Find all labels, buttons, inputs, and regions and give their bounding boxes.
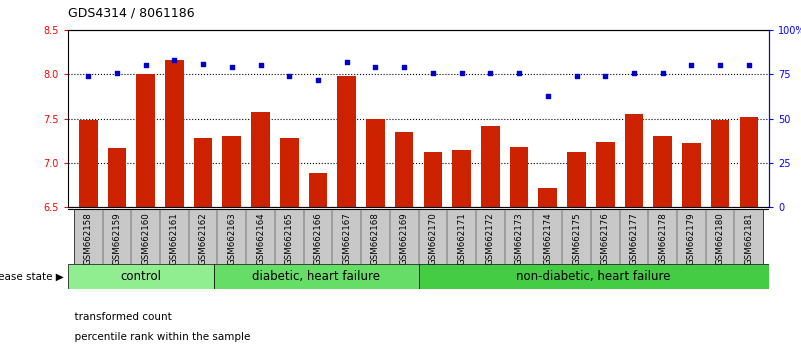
Text: GSM662165: GSM662165 [285,213,294,266]
Point [714,63,727,68]
Bar [567,152,586,207]
Bar [453,149,471,207]
Point [599,73,612,79]
Text: GSM662172: GSM662172 [486,213,495,266]
Point [455,70,468,75]
Text: non-diabetic, heart failure: non-diabetic, heart failure [517,270,671,283]
Text: GSM662170: GSM662170 [429,213,437,266]
Bar [308,173,328,207]
Text: GSM662167: GSM662167 [342,213,351,266]
Bar [78,120,98,207]
Point [283,73,296,79]
Bar [682,143,701,207]
Point [82,73,95,79]
Text: diabetic, heart failure: diabetic, heart failure [252,270,380,283]
Text: GSM662179: GSM662179 [687,213,696,266]
Bar [625,114,643,207]
Bar [424,152,442,207]
Point [743,63,755,68]
Bar [739,117,759,207]
Point [484,70,497,75]
Text: GSM662181: GSM662181 [744,213,754,266]
Bar [252,112,270,207]
Text: GSM662163: GSM662163 [227,213,236,266]
Bar [165,60,183,207]
Bar [337,76,356,207]
Text: GSM662161: GSM662161 [170,213,179,266]
Bar [107,148,127,207]
Point [254,63,267,68]
Point [513,70,525,75]
Text: GSM662162: GSM662162 [199,213,207,266]
Point [197,61,210,67]
Point [656,70,669,75]
Point [685,63,698,68]
Point [426,70,439,75]
Text: GSM662175: GSM662175 [572,213,581,266]
Bar [710,120,730,207]
Text: GSM662166: GSM662166 [313,213,323,266]
Point [111,70,123,75]
Text: GSM662169: GSM662169 [400,213,409,266]
Point [627,70,640,75]
Point [340,59,353,65]
Bar [366,119,384,207]
Text: transformed count: transformed count [68,312,172,322]
Text: GSM662177: GSM662177 [630,213,638,266]
Bar [214,264,418,289]
Text: GSM662174: GSM662174 [543,213,552,266]
Text: GSM662171: GSM662171 [457,213,466,266]
Text: GSM662164: GSM662164 [256,213,265,266]
Point [139,63,152,68]
Text: percentile rank within the sample: percentile rank within the sample [68,332,251,342]
Text: GSM662180: GSM662180 [715,213,725,266]
Point [398,64,411,70]
Text: GSM662160: GSM662160 [141,213,150,266]
Text: GSM662158: GSM662158 [83,213,93,266]
Bar [395,132,413,207]
Bar [596,142,614,207]
Text: control: control [121,270,162,283]
Text: GSM662173: GSM662173 [514,213,524,266]
Bar [136,74,155,207]
Point [369,64,382,70]
Bar [68,264,214,289]
Point [541,93,554,98]
Point [225,64,238,70]
Bar [194,138,212,207]
Text: GSM662178: GSM662178 [658,213,667,266]
Bar [280,138,299,207]
Point [168,57,181,63]
Point [312,77,324,82]
Bar [418,264,769,289]
Bar [223,136,241,207]
Text: disease state ▶: disease state ▶ [0,272,64,281]
Bar [654,136,672,207]
Bar [538,188,557,207]
Bar [481,126,500,207]
Bar [509,147,529,207]
Text: GDS4314 / 8061186: GDS4314 / 8061186 [68,6,195,19]
Text: GSM662176: GSM662176 [601,213,610,266]
Point [570,73,583,79]
Text: GSM662168: GSM662168 [371,213,380,266]
Text: GSM662159: GSM662159 [112,213,122,266]
